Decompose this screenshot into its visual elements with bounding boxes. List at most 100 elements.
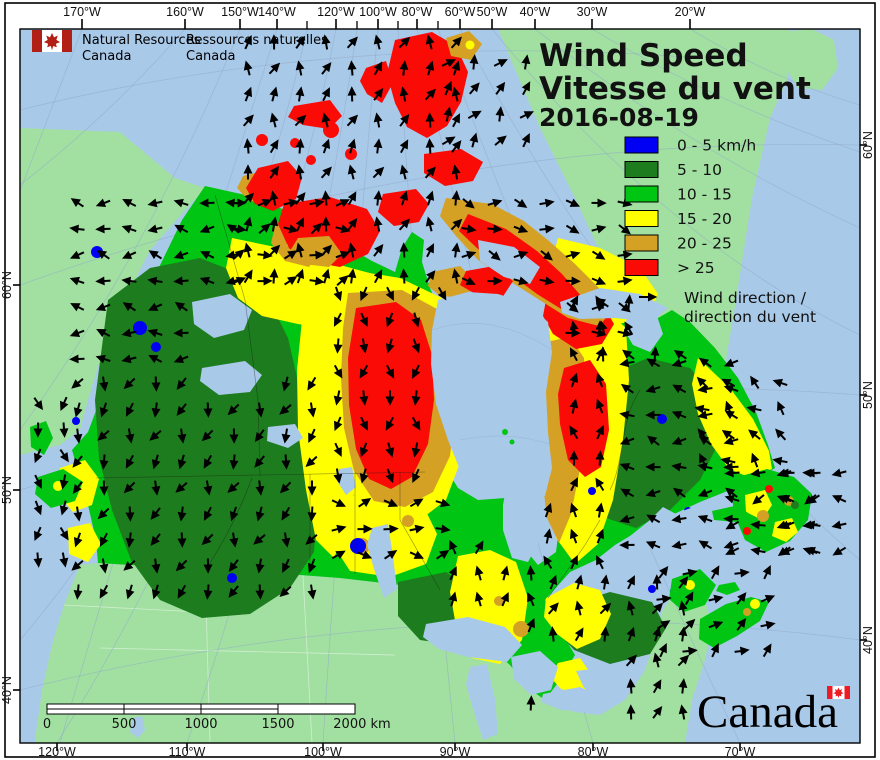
wind-arrow <box>175 559 188 572</box>
agency-name-en-line1: Natural Resources <box>82 33 201 48</box>
wind-arrow <box>151 480 161 496</box>
wind-arrow <box>147 224 163 234</box>
wind-arrow <box>229 532 239 548</box>
wind-arrow <box>309 250 325 260</box>
wind-arrow <box>295 268 305 284</box>
wind-arrow <box>451 242 461 258</box>
wind-arrow <box>626 678 636 694</box>
scale-bar: 0 500 1000 1500 2000 km <box>43 703 391 732</box>
wind-arrow <box>678 626 688 642</box>
wind-arrow <box>295 86 305 102</box>
wind-arrow <box>565 276 581 286</box>
wind-arrow <box>574 574 584 590</box>
wind-arrow <box>201 533 214 546</box>
wind-arrow <box>295 138 305 154</box>
wind-arrow <box>347 191 357 206</box>
wind-arrow <box>177 454 187 470</box>
latitude-label: 40°N <box>0 676 14 704</box>
wind-arrow <box>151 376 161 392</box>
wind-arrow <box>69 328 85 338</box>
wind-arrow <box>752 494 765 505</box>
wind-arrow <box>658 643 667 658</box>
legend-swatch <box>624 210 659 227</box>
wind-arrow <box>697 428 708 441</box>
wind-arrow <box>451 140 462 153</box>
wind-arrow <box>95 302 111 312</box>
wind-arrow <box>177 428 187 444</box>
wind-arrow <box>373 190 383 206</box>
wind-arrow <box>647 435 660 446</box>
wind-arrow <box>243 216 253 232</box>
wind-arrow <box>646 358 661 368</box>
wind-arrow <box>591 328 607 338</box>
wind-arrow <box>73 584 83 600</box>
wind-arrow <box>121 328 137 338</box>
wind-arrow <box>243 60 253 76</box>
wind-arrow <box>253 534 266 545</box>
wind-arrow <box>425 216 435 232</box>
longitude-label: 80°W <box>402 5 433 19</box>
canada-flag-icon <box>32 30 72 52</box>
canada-flag-icon <box>827 686 850 699</box>
wind-arrow <box>357 550 373 559</box>
wind-arrow <box>805 468 821 478</box>
ungava-bay <box>624 310 663 352</box>
wind-arrow <box>772 456 788 466</box>
wind-arrow <box>619 410 635 420</box>
wind-arrow <box>307 402 317 418</box>
wind-arrow <box>697 384 713 394</box>
wind-arrow <box>736 617 747 631</box>
wind-arrow <box>425 243 435 258</box>
wind-arrow <box>151 402 161 418</box>
wind-arrow <box>448 591 458 607</box>
wind-arrow <box>347 268 357 284</box>
wind-arrow <box>805 520 821 530</box>
wind-arrow <box>336 275 349 287</box>
wind-arrow <box>307 376 317 391</box>
wind-arrow <box>173 354 189 364</box>
wind-arrow <box>359 442 369 458</box>
wind-arrow <box>409 524 425 534</box>
title-date: 2016-08-19 <box>539 103 699 132</box>
wind-arrow <box>59 500 69 516</box>
wind-arrow <box>487 276 503 286</box>
wind-arrow <box>548 574 558 590</box>
wind-arrow <box>409 550 424 559</box>
wind-arrow <box>435 498 451 508</box>
wind-arrow <box>97 430 110 441</box>
wind-arrow <box>625 654 637 667</box>
wind-arrow <box>724 400 734 416</box>
wind-arrow <box>71 560 84 571</box>
wind-arrow <box>373 138 383 154</box>
wind-arrow <box>598 346 608 362</box>
wind-arrow <box>255 584 265 600</box>
wind-arrow <box>321 138 331 154</box>
wind-arrow <box>399 164 409 180</box>
agency-name-fr-line1: Ressources naturelles <box>186 33 328 48</box>
wind-arrow <box>95 354 111 364</box>
wind-arrow <box>258 223 271 234</box>
wind-arrow <box>527 591 536 607</box>
wind-arrow <box>671 462 687 472</box>
wind-arrow <box>308 428 317 443</box>
wind-arrow <box>176 403 187 416</box>
wind-arrow <box>96 250 110 260</box>
scale-label: 2000 km <box>333 717 390 732</box>
legend-label: 0 - 5 km/h <box>677 137 756 155</box>
wind-arrow <box>150 507 161 520</box>
wind-arrow <box>333 364 343 379</box>
wind-arrow <box>461 224 477 234</box>
wind-arrow <box>359 312 368 327</box>
wind-arrow <box>283 198 299 208</box>
wind-arrow <box>398 218 410 231</box>
latitude-label: 40°N <box>861 626 875 654</box>
wind-arrow <box>513 250 529 260</box>
longitude-label: 80°W <box>578 745 609 759</box>
wind-arrow <box>760 620 776 630</box>
wind-arrow <box>269 190 279 206</box>
wind-arrow <box>282 558 291 573</box>
wind-arrow <box>69 276 85 286</box>
wind-arrow <box>399 190 409 206</box>
wind-arrow <box>652 705 663 719</box>
wind-arrow <box>671 436 687 446</box>
